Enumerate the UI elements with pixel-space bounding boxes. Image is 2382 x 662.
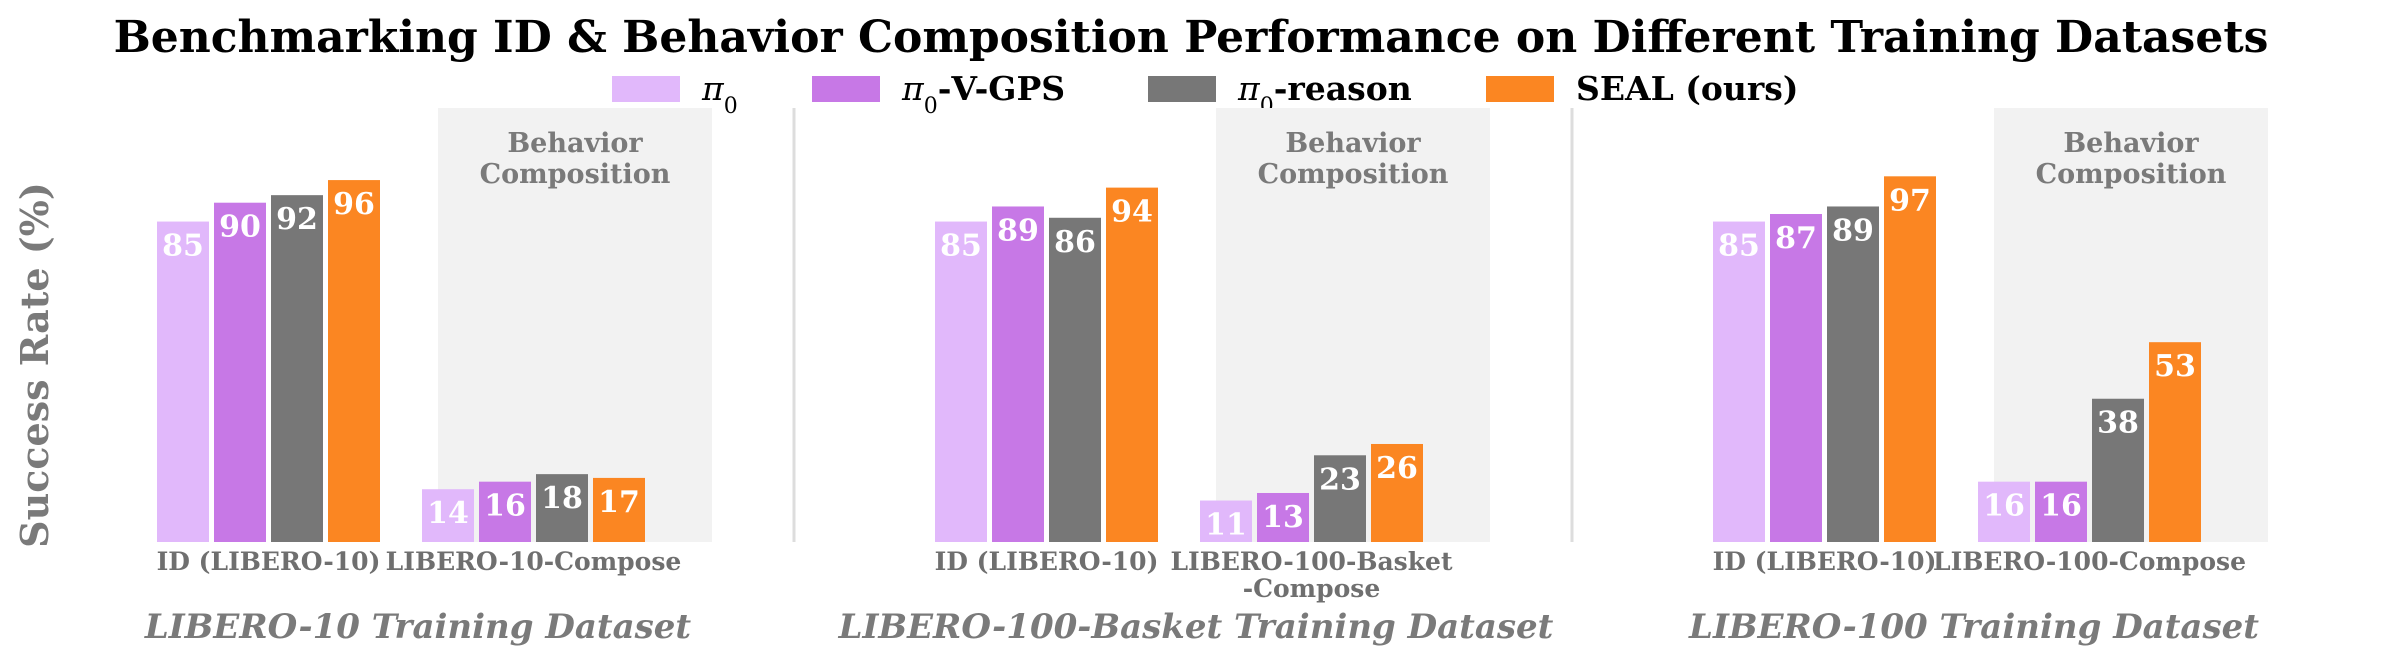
group-label-2-1: LIBERO-100-Compose [1933,547,2246,576]
bar-0-1-2 [536,474,588,542]
value-label-2-0-1: 87 [1775,221,1817,256]
bar-2-1-3 [2149,342,2201,542]
legend-swatch-3 [1486,76,1554,102]
value-label-1-1-0: 11 [1205,508,1247,543]
bar-2-0-0 [1713,221,1765,543]
bar-2-1-1 [2035,481,2087,542]
bar-1-0-0 [935,221,987,543]
panel-1: Behavior Composition 85 89 86 94 ID (LIBERO-10… [838,108,1574,647]
bar-2-1-0 [1978,481,2030,542]
bar-1-1-1 [1257,492,1309,542]
bar-0-1-0 [422,489,474,542]
value-label-1-0-0: 85 [940,229,982,264]
dataset-label-2: LIBERO-100 Training Dataset [1688,607,2259,647]
value-label-0-0-2: 92 [276,202,318,237]
value-label-0-1-1: 16 [484,489,526,524]
bar-1-1-3 [1371,443,1423,542]
legend-label-1: π0-V-GPS [901,69,1065,119]
behavior-composition-label: Behavior Composition [480,128,671,190]
behavior-composition-label: Behavior Composition [2036,128,2227,190]
bar-0-1-1 [479,481,531,542]
bar-1-0-2 [1049,217,1101,542]
group-label-1-0: ID (LIBERO-10) [935,547,1159,576]
behavior-composition-label: Behavior Composition [1258,128,1449,190]
bar-2-0-1 [1770,214,1822,542]
chart-title: Benchmarking ID & Behavior Composition P… [114,12,2269,63]
legend-swatch-2 [1148,76,1216,102]
value-label-0-1-0: 14 [427,496,469,531]
bar-0-0-0 [157,221,209,543]
value-label-2-1-1: 16 [2040,489,2082,524]
panels: Behavior Composition 85 90 92 96 ID (LIBERO-10… [144,108,2268,647]
legend-swatch-0 [612,76,680,102]
bar-1-0-3 [1106,187,1158,542]
value-label-0-0-1: 90 [219,210,261,245]
behavior-composition-region [438,108,712,542]
bar-1-1-2 [1314,455,1366,542]
value-label-2-0-2: 89 [1832,213,1874,248]
bar-0-0-1 [214,202,266,542]
value-label-1-0-3: 94 [1111,195,1153,230]
bar-1-1-0 [1200,500,1252,542]
value-label-2-0-0: 85 [1718,229,1760,264]
group-label-0-0: ID (LIBERO-10) [157,547,381,576]
bar-0-1-3 [593,477,645,542]
value-label-0-0-3: 96 [333,187,375,222]
bar-2-1-2 [2092,398,2144,542]
group-label-0-1: LIBERO-10-Compose [386,547,682,576]
value-label-2-1-2: 38 [2097,406,2139,441]
dataset-label-1: LIBERO-100-Basket Training Dataset [838,607,1554,647]
panel-0: Behavior Composition 85 90 92 96 ID (LIBERO-10… [144,108,796,647]
value-label-1-0-2: 86 [1054,225,1096,260]
group-label-1-1: LIBERO-100-Basket -Compose [1170,547,1452,603]
group-label-2-0: ID (LIBERO-10) [1713,547,1937,576]
value-label-1-1-1: 13 [1262,500,1304,535]
value-label-1-1-3: 26 [1376,451,1418,486]
bar-0-0-2 [271,195,323,542]
y-axis-label: Success Rate (%) [12,182,57,548]
bar-2-0-3 [1884,176,1936,542]
bar-2-0-2 [1827,206,1879,542]
legend-label-2: π0-reason [1237,69,1412,119]
legend-swatch-1 [812,76,880,102]
panel-2: Behavior Composition 85 87 89 97 ID (LIBERO-10… [1688,108,2268,647]
value-label-0-1-2: 18 [541,481,583,516]
legend-label-3: SEAL (ours) [1576,69,1798,108]
legend-label-0: π0 [701,69,738,119]
dataset-label-0: LIBERO-10 Training Dataset [144,607,692,647]
value-label-2-1-3: 53 [2154,349,2196,384]
value-label-2-0-3: 97 [1889,183,1931,218]
value-label-1-1-2: 23 [1319,462,1361,497]
value-label-0-1-3: 17 [598,485,640,520]
legend: π0 π0-V-GPS π0-reason SEAL (ours) [612,69,1798,119]
bar-0-0-3 [328,180,380,542]
value-label-2-1-0: 16 [1983,489,2025,524]
bar-1-0-1 [992,206,1044,542]
value-label-1-0-1: 89 [997,213,1039,248]
value-label-0-0-0: 85 [162,229,204,264]
